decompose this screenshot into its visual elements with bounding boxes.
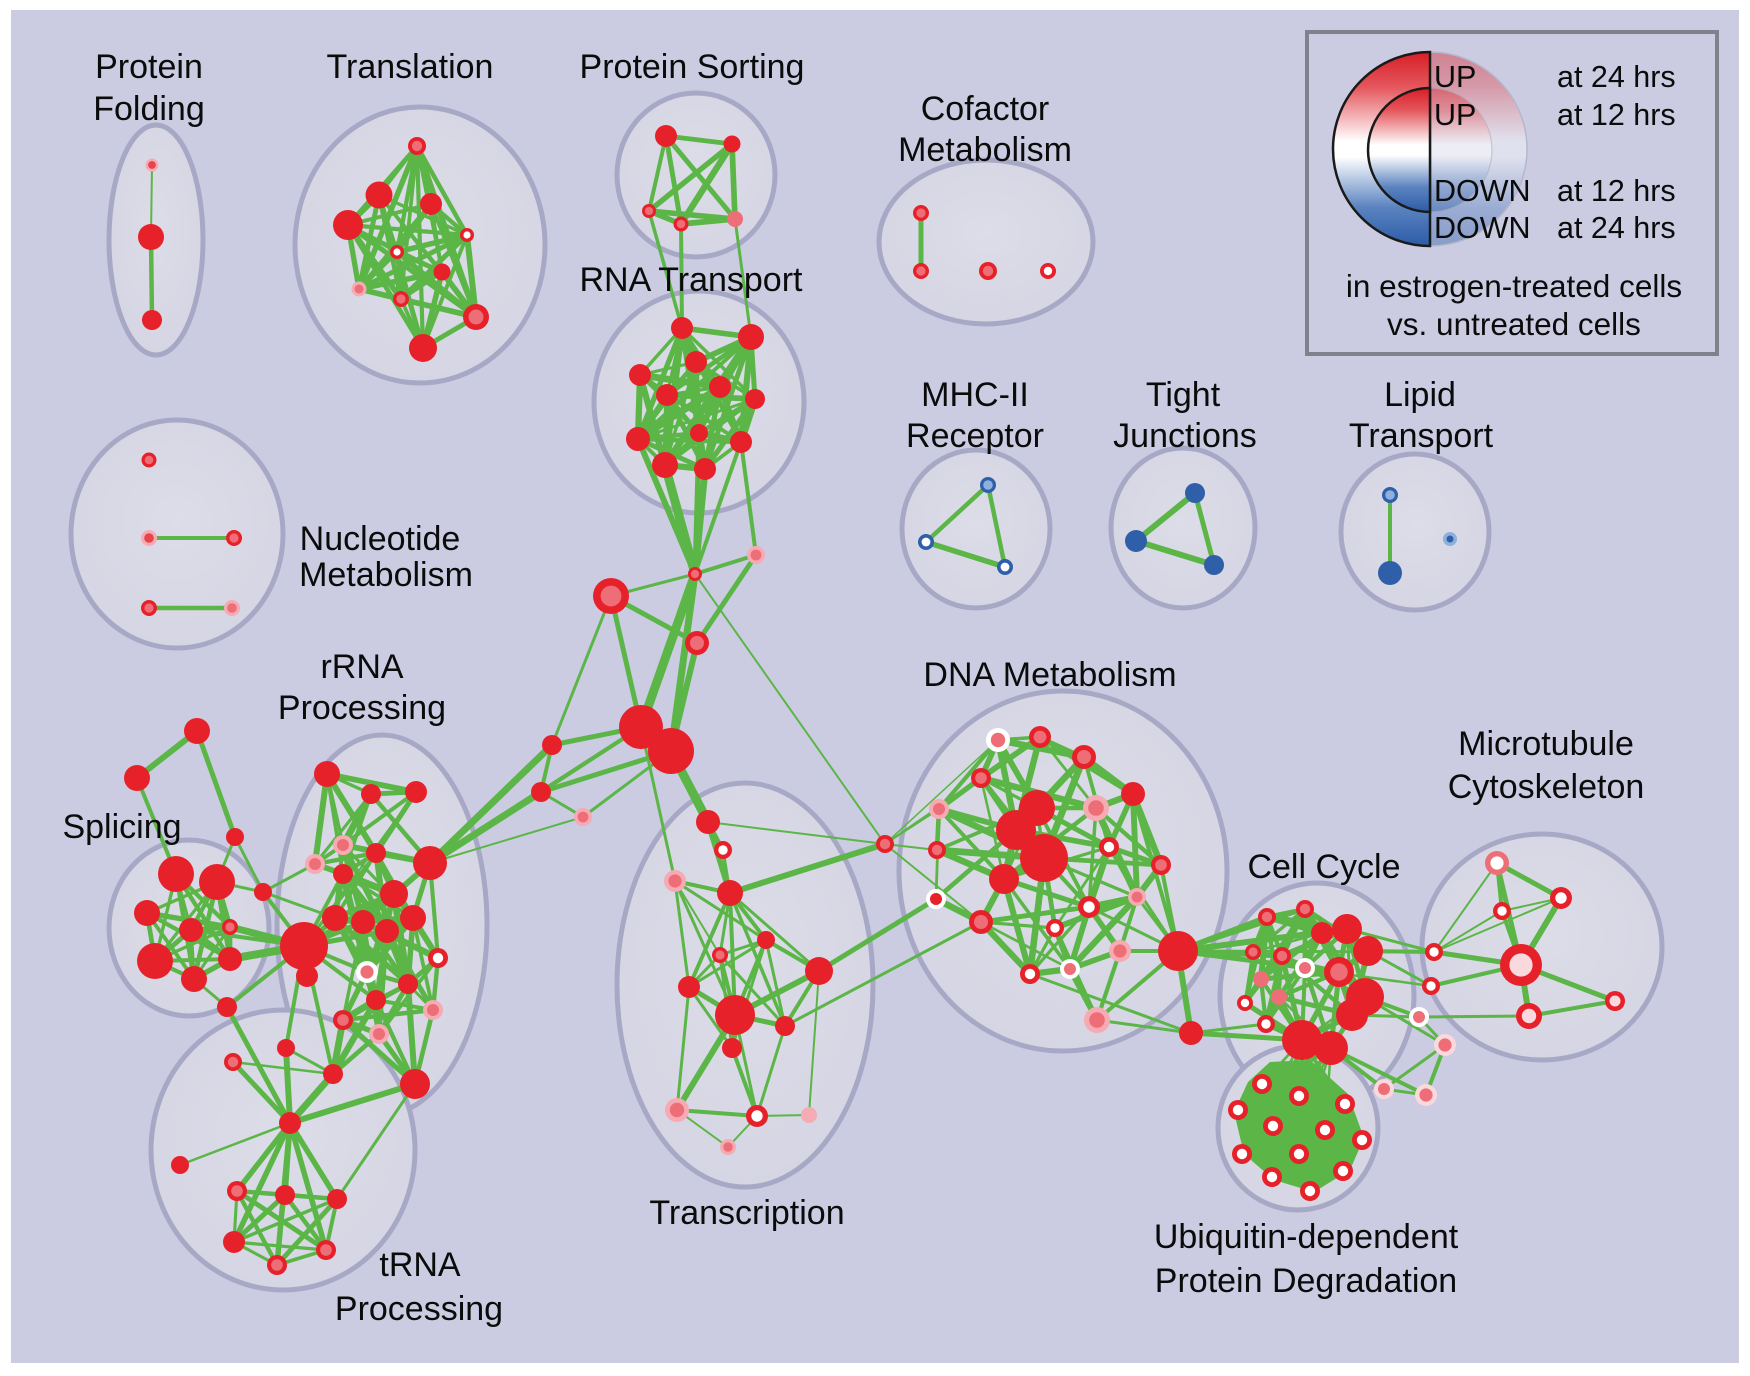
svg-text:Splicing: Splicing [62, 808, 181, 846]
svg-text:at 24 hrs: at 24 hrs [1557, 211, 1676, 245]
svg-text:rRNA: rRNA [320, 648, 403, 686]
svg-text:Processing: Processing [335, 1290, 503, 1328]
svg-text:Cytoskeleton: Cytoskeleton [1448, 768, 1645, 806]
svg-text:MHC-II: MHC-II [921, 376, 1029, 414]
svg-text:Metabolism: Metabolism [898, 131, 1072, 169]
svg-text:DNA Metabolism: DNA Metabolism [923, 656, 1176, 694]
svg-text:Junctions: Junctions [1113, 417, 1257, 455]
svg-text:tRNA: tRNA [379, 1246, 461, 1284]
svg-text:at 12 hrs: at 12 hrs [1557, 98, 1676, 132]
svg-text:Translation: Translation [327, 48, 494, 86]
svg-text:Cofactor: Cofactor [921, 90, 1050, 128]
svg-text:RNA Transport: RNA Transport [580, 261, 804, 299]
svg-text:Ubiquitin-dependent: Ubiquitin-dependent [1154, 1218, 1459, 1256]
svg-text:DOWN: DOWN [1434, 211, 1531, 245]
svg-text:in estrogen-treated cells: in estrogen-treated cells [1346, 268, 1682, 304]
svg-text:Protein: Protein [95, 48, 203, 86]
svg-text:Protein Degradation: Protein Degradation [1155, 1262, 1457, 1300]
svg-text:vs. untreated cells: vs. untreated cells [1387, 306, 1641, 342]
svg-text:Protein Sorting: Protein Sorting [580, 48, 805, 86]
svg-text:Metabolism: Metabolism [299, 556, 473, 594]
svg-text:Receptor: Receptor [906, 417, 1044, 455]
svg-text:Processing: Processing [278, 689, 446, 727]
svg-text:Folding: Folding [93, 90, 205, 128]
svg-text:Nucleotide: Nucleotide [300, 520, 461, 558]
svg-text:Transcription: Transcription [649, 1194, 844, 1232]
svg-text:UP: UP [1434, 98, 1476, 132]
svg-text:DOWN: DOWN [1434, 174, 1531, 208]
svg-text:at 12 hrs: at 12 hrs [1557, 174, 1676, 208]
svg-text:at 24 hrs: at 24 hrs [1557, 60, 1676, 94]
svg-text:Lipid: Lipid [1384, 376, 1456, 414]
svg-text:Microtubule: Microtubule [1458, 725, 1634, 763]
svg-text:UP: UP [1434, 60, 1476, 94]
svg-text:Cell Cycle: Cell Cycle [1247, 848, 1400, 886]
svg-text:Tight: Tight [1146, 376, 1221, 414]
svg-text:Transport: Transport [1349, 417, 1494, 455]
